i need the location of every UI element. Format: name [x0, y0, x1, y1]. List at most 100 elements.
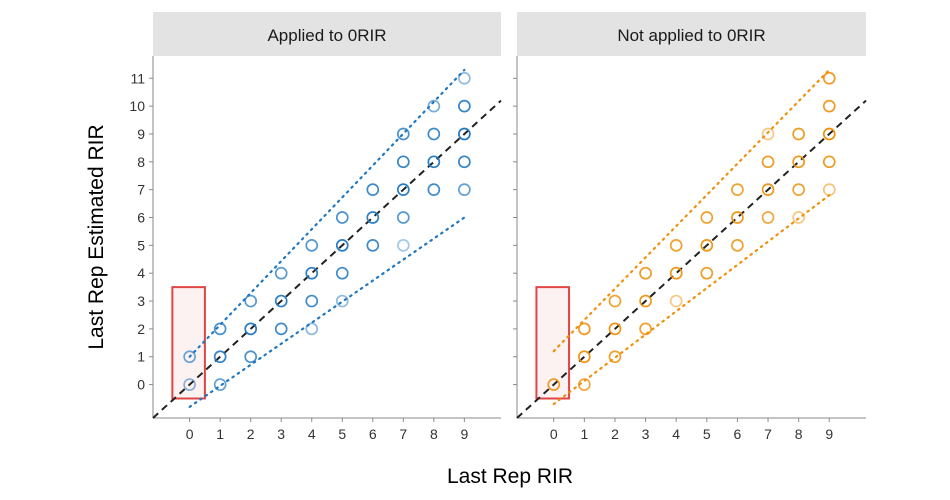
y-tick-label: 4 [137, 265, 145, 281]
data-point [274, 266, 288, 280]
data-point [458, 155, 471, 169]
x-tick-label: 4 [308, 426, 316, 442]
x-axis-title: Last Rep RIR [447, 465, 573, 488]
data-point [183, 350, 196, 364]
x-tick-label: 3 [642, 426, 650, 442]
data-point [335, 211, 349, 224]
data-point [792, 183, 805, 197]
highlight-box [171, 286, 206, 400]
x-tick-label: 8 [795, 426, 803, 442]
lower-interval-line [552, 194, 831, 406]
data-point [792, 211, 805, 224]
data-point [305, 322, 319, 336]
data-point [427, 127, 441, 141]
data-point [213, 322, 227, 336]
data-point [700, 266, 714, 280]
x-tick-label: 3 [277, 426, 285, 442]
data-point [731, 239, 744, 252]
y-tick-label: 1 [137, 349, 145, 365]
x-tick-label: 8 [430, 426, 438, 442]
data-point [396, 155, 410, 169]
y-axis-title: Last Rep Estimated RIR [85, 124, 108, 349]
data-point [274, 294, 288, 308]
facet-strip-label: Applied to 0RIR [267, 26, 386, 45]
data-point [396, 183, 410, 197]
x-tick-label: 5 [338, 426, 346, 442]
data-point [396, 127, 410, 141]
x-tick-label: 2 [247, 426, 255, 442]
y-tick-label: 0 [137, 377, 145, 393]
x-tick-label: 6 [734, 426, 742, 442]
data-point [822, 99, 836, 113]
data-point [458, 99, 471, 113]
data-point [608, 322, 622, 336]
data-point [396, 211, 410, 224]
data-point [458, 183, 471, 197]
y-tick-label: 5 [137, 237, 145, 253]
data-point [578, 350, 591, 364]
data-point [731, 211, 744, 224]
x-tick-label: 9 [460, 426, 468, 442]
data-point [822, 183, 836, 197]
facet-strip [517, 12, 866, 56]
data-point [335, 294, 349, 308]
identity-line [152, 99, 502, 419]
data-point [244, 294, 258, 308]
data-point [427, 99, 441, 113]
data-point [761, 155, 775, 169]
data-point [608, 294, 622, 308]
x-tick-label: 0 [186, 426, 194, 442]
x-tick-label: 9 [825, 426, 833, 442]
lower-interval-line [188, 216, 466, 408]
x-tick-label: 5 [703, 426, 711, 442]
data-point [731, 183, 744, 197]
x-tick-label: 7 [399, 426, 407, 442]
data-point [761, 127, 775, 141]
data-point [578, 322, 591, 336]
data-point [458, 71, 471, 85]
data-point [335, 266, 349, 280]
y-tick-label: 7 [137, 182, 145, 198]
facet-panel-2: Not applied to 0RIR 0 1 2 3 4 5 6 7 8 9 [513, 12, 867, 442]
data-point [396, 239, 410, 252]
x-tick-label: 1 [580, 426, 588, 442]
data-point [792, 155, 805, 169]
data-point [822, 127, 836, 141]
data-point [366, 239, 380, 252]
upper-interval-line [552, 68, 831, 353]
data-point [761, 211, 775, 224]
highlight-box [535, 286, 571, 400]
data-point [700, 211, 714, 224]
data-point [244, 350, 258, 364]
facet-strip [153, 12, 501, 56]
x-tick-label: 1 [216, 426, 224, 442]
data-point [213, 350, 227, 364]
data-point [639, 266, 652, 280]
x-tick-label: 6 [369, 426, 377, 442]
y-tick-label: 8 [137, 154, 145, 170]
data-point [822, 155, 836, 169]
y-tick-label: 2 [137, 321, 145, 337]
data-point [305, 294, 319, 308]
y-tick-label: 3 [137, 293, 145, 309]
data-point [366, 211, 380, 224]
data-point [669, 266, 683, 280]
data-point [305, 266, 319, 280]
data-point [213, 378, 227, 391]
data-point [761, 183, 775, 197]
data-point [458, 127, 471, 141]
data-point [639, 294, 652, 308]
upper-interval-line [188, 68, 466, 358]
data-point [335, 239, 349, 252]
data-point [669, 294, 683, 308]
data-point [274, 322, 288, 336]
data-point [427, 155, 441, 169]
data-point [183, 378, 196, 391]
data-point [792, 127, 805, 141]
identity-line [516, 99, 867, 419]
data-point [366, 183, 380, 197]
facet-panel-1: Applied to 0RIR 0 1 2 3 4 5 6 7 8 9 0 1 2 3 4 5 6 7 8 9 10 11 [129, 12, 502, 442]
data-point [822, 71, 836, 85]
data-point [305, 239, 319, 252]
